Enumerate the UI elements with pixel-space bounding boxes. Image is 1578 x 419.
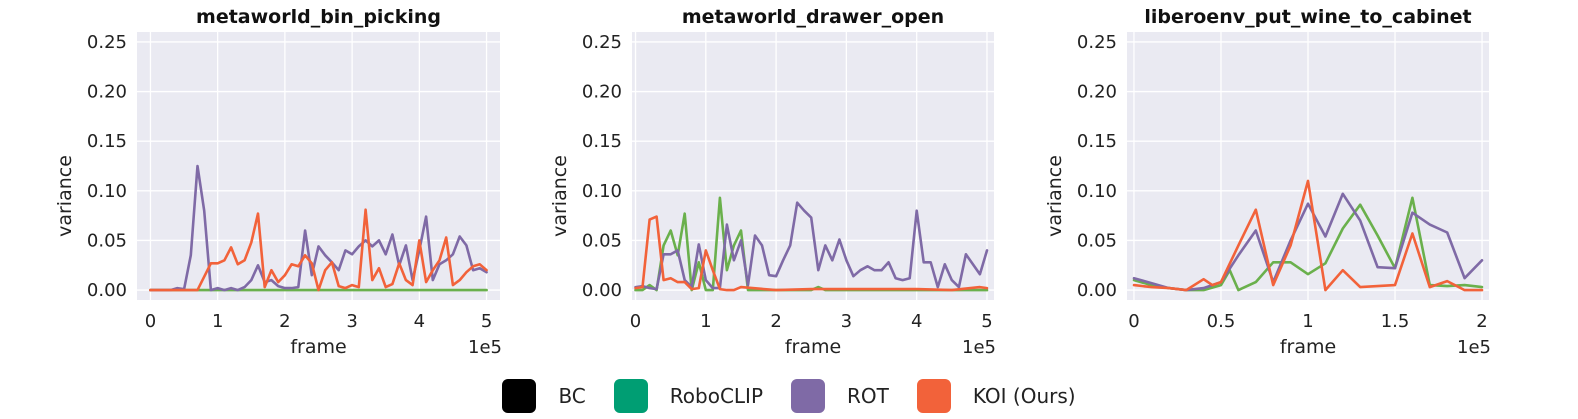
series-line-rot [149, 164, 488, 292]
x-tick-label: 3 [346, 311, 357, 332]
x-axis-label: frame [1280, 336, 1336, 358]
x-tick-label: 1 [1302, 311, 1313, 332]
y-tick-label: 0.25 [87, 32, 127, 53]
series-line-koi-ours [1132, 179, 1484, 292]
x-axis-multiplier: 1e5 [1457, 337, 1491, 358]
y-tick-label: 0.05 [87, 230, 127, 251]
legend: BC RoboCLIP ROT KOI (Ours) [0, 374, 1578, 418]
y-tick-label: 0.00 [582, 280, 622, 301]
x-axis-multiplier: 1e5 [962, 337, 996, 358]
legend-swatch-roboclip [613, 379, 648, 413]
figure: 0 1 2 3 4 5 0.00 0.05 0.10 0.15 0.20 0.25 metaworld_… [54, 6, 1491, 358]
legend-swatch-rot [791, 379, 826, 413]
x-tick-label: 5 [981, 311, 992, 332]
legend-item-koi: KOI (Ours) [916, 379, 1076, 413]
legend-label-roboclip: RoboCLIP [669, 384, 764, 408]
x-tick-label: 2 [770, 311, 781, 332]
x-tick-label: 2 [1476, 311, 1487, 332]
y-tick-label: 0.15 [582, 131, 622, 152]
y-tick-label: 0.20 [582, 82, 622, 103]
x-axis-label: frame [290, 336, 346, 358]
chart-title: liberoenv_put_wine_to_cabinet [1144, 6, 1471, 28]
y-axis-label: variance [54, 155, 76, 237]
x-tick-label: 1.5 [1381, 311, 1410, 332]
x-tick-label: 2 [279, 311, 290, 332]
series-line-koi-ours [149, 208, 488, 292]
x-tick-label: 0 [145, 311, 156, 332]
x-tick-label: 4 [414, 311, 425, 332]
x-tick-label: 4 [911, 311, 922, 332]
y-axis-label: variance [1044, 155, 1066, 237]
y-tick-label: 0.00 [87, 280, 127, 301]
series-line-rot [634, 201, 989, 291]
y-tick-label: 0.05 [1077, 230, 1117, 251]
y-tick-label: 0.15 [87, 131, 127, 152]
x-tick-label: 5 [481, 311, 492, 332]
plot-area [632, 32, 994, 300]
x-axis-label: frame [785, 336, 841, 358]
legend-swatch-koi [916, 379, 951, 413]
x-tick-label: 3 [841, 311, 852, 332]
x-tick-label: 0 [1128, 311, 1139, 332]
chart-panel-metaworld-drawer-open: 0 1 2 3 4 5 0.00 0.05 0.10 0.15 0.20 0.25 metaworld_… [549, 6, 996, 358]
x-tick-label: 1 [212, 311, 223, 332]
y-tick-label: 0.25 [1077, 32, 1117, 53]
y-tick-label: 0.10 [87, 181, 127, 202]
legend-swatch-bc [502, 379, 537, 413]
y-tick-label: 0.25 [582, 32, 622, 53]
x-axis-multiplier: 1e5 [468, 337, 502, 358]
chart-panel-metaworld-bin-picking: 0 1 2 3 4 5 0.00 0.05 0.10 0.15 0.20 0.25 metaworld_… [54, 6, 502, 358]
y-tick-label: 0.00 [1077, 280, 1117, 301]
legend-label-koi: KOI (Ours) [972, 384, 1076, 408]
y-axis-label: variance [549, 155, 571, 237]
y-tick-label: 0.05 [582, 230, 622, 251]
legend-label-bc: BC [558, 384, 586, 408]
series-line-rot [1132, 192, 1484, 292]
y-tick-label: 0.10 [582, 181, 622, 202]
chart-title: metaworld_drawer_open [682, 6, 944, 28]
y-tick-label: 0.15 [1077, 131, 1117, 152]
y-tick-label: 0.10 [1077, 181, 1117, 202]
chart-title: metaworld_bin_picking [196, 6, 441, 28]
chart-panel-liberoenv-put-wine-to-cabinet: 0 0.5 1 1.5 2 0.00 0.05 0.10 0.15 0.20 0.25 liberoe… [1044, 6, 1491, 358]
x-tick-label: 1 [700, 311, 711, 332]
series-line-koi-ours [634, 215, 989, 292]
x-tick-label: 0.5 [1207, 311, 1236, 332]
legend-item-rot: ROT [791, 379, 889, 413]
legend-item-bc: BC [502, 379, 586, 413]
legend-label-rot: ROT [847, 384, 889, 408]
legend-item-roboclip: RoboCLIP [613, 379, 764, 413]
y-tick-label: 0.20 [87, 82, 127, 103]
y-tick-label: 0.20 [1077, 82, 1117, 103]
x-tick-label: 0 [630, 311, 641, 332]
